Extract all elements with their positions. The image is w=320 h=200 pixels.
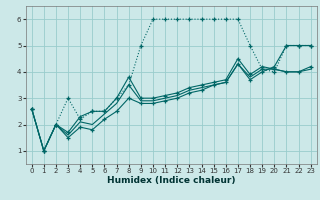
X-axis label: Humidex (Indice chaleur): Humidex (Indice chaleur)	[107, 176, 236, 185]
